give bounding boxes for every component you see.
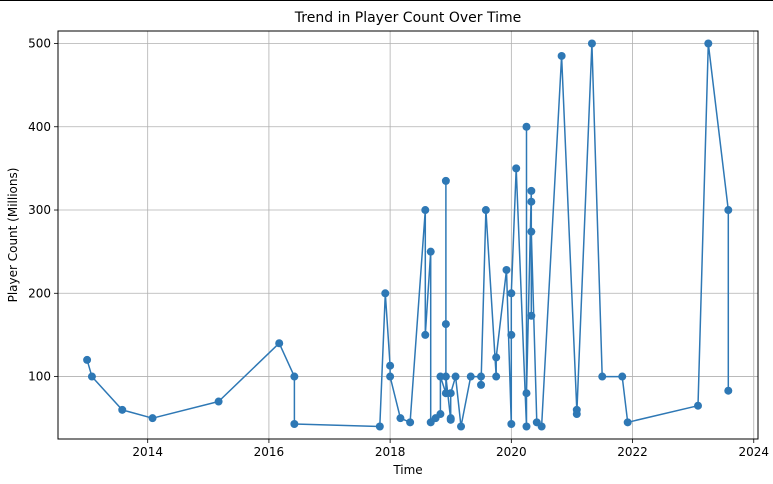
x-tick-label: 2022 bbox=[617, 445, 648, 459]
x-tick-label: 2020 bbox=[496, 445, 527, 459]
data-point bbox=[421, 206, 430, 215]
data-point bbox=[507, 420, 516, 429]
data-point bbox=[446, 414, 455, 423]
data-point bbox=[441, 320, 450, 329]
data-point bbox=[466, 372, 475, 381]
y-tick-label: 200 bbox=[28, 286, 51, 300]
data-point bbox=[426, 247, 435, 256]
data-point bbox=[527, 227, 536, 236]
data-point bbox=[492, 372, 501, 381]
data-point bbox=[724, 206, 733, 215]
data-point bbox=[507, 330, 516, 339]
series-line bbox=[86, 42, 730, 428]
x-tick-label: 2016 bbox=[254, 445, 285, 459]
data-point bbox=[557, 51, 566, 60]
data-point bbox=[290, 420, 299, 429]
x-tick-label: 2014 bbox=[132, 445, 163, 459]
data-point bbox=[623, 418, 632, 427]
data-point bbox=[441, 372, 450, 381]
data-point bbox=[522, 389, 531, 398]
chart-title: Trend in Player Count Over Time bbox=[294, 10, 521, 26]
axis-ticks: 2014 2016 2018 2020 2022 2024 100 200 300 400 500 bbox=[28, 36, 769, 459]
data-point bbox=[512, 164, 521, 173]
data-point bbox=[386, 361, 395, 370]
data-point bbox=[572, 410, 581, 419]
data-point bbox=[441, 176, 450, 185]
series-layer bbox=[83, 39, 733, 431]
data-point bbox=[492, 353, 501, 362]
data-point bbox=[507, 289, 516, 298]
data-point bbox=[396, 414, 405, 423]
y-axis-label: Player Count (Millions) bbox=[6, 168, 20, 303]
data-point bbox=[375, 422, 384, 431]
top-border bbox=[0, 0, 773, 1]
y-tick-label: 300 bbox=[28, 203, 51, 217]
plot-frame bbox=[57, 30, 759, 440]
data-point bbox=[527, 311, 536, 320]
data-point bbox=[694, 401, 702, 410]
data-point bbox=[522, 122, 531, 131]
data-point bbox=[118, 405, 127, 414]
y-tick-label: 100 bbox=[28, 370, 51, 384]
x-tick-label: 2018 bbox=[375, 445, 406, 459]
data-point bbox=[87, 372, 96, 381]
data-point bbox=[290, 372, 299, 381]
data-point bbox=[587, 39, 596, 48]
data-point bbox=[477, 372, 486, 381]
x-axis-label: Time bbox=[392, 463, 422, 477]
data-point bbox=[386, 372, 395, 381]
data-point bbox=[457, 422, 466, 431]
data-point bbox=[275, 339, 284, 348]
data-point bbox=[148, 414, 157, 423]
data-point bbox=[451, 372, 460, 381]
data-point bbox=[527, 186, 536, 195]
data-point bbox=[214, 397, 223, 406]
data-point bbox=[502, 265, 511, 274]
x-tick-label: 2024 bbox=[738, 445, 769, 459]
data-point bbox=[598, 372, 607, 381]
data-point bbox=[436, 410, 445, 419]
data-point bbox=[724, 386, 733, 395]
grid bbox=[58, 31, 758, 439]
data-point bbox=[481, 206, 490, 215]
data-point bbox=[527, 197, 536, 206]
data-point bbox=[704, 39, 713, 48]
data-point bbox=[618, 372, 627, 381]
data-point bbox=[537, 422, 546, 431]
data-point bbox=[421, 330, 430, 339]
data-point bbox=[83, 355, 92, 364]
data-point bbox=[477, 380, 486, 389]
data-point bbox=[446, 389, 455, 398]
y-tick-label: 400 bbox=[28, 120, 51, 134]
data-point bbox=[381, 289, 390, 298]
data-point bbox=[406, 418, 415, 427]
data-point bbox=[522, 422, 531, 431]
y-tick-label: 500 bbox=[28, 36, 51, 50]
